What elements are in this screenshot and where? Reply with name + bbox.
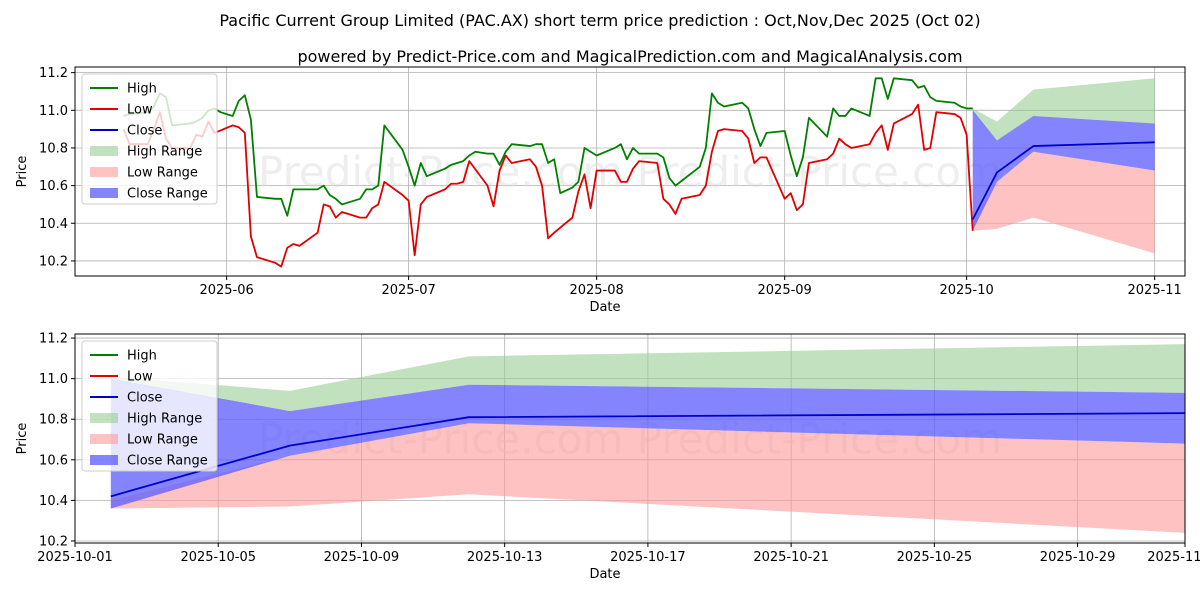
y-tick-label: 11.2 [39, 66, 68, 81]
high-range-band [110, 344, 1185, 412]
y-tick-label: 11.2 [39, 332, 68, 347]
legend-swatch-low-range [90, 167, 118, 177]
y-tick-label: 10.4 [39, 494, 68, 509]
legend-label-low-range: Low Range [127, 433, 198, 448]
x-tick-label: 2025-10-13 [467, 550, 543, 565]
plot-frame [74, 66, 1186, 277]
legend-label-low: Low [127, 370, 153, 385]
y-tick-label: 10.2 [39, 534, 68, 549]
x-tick-label: 2025-06 [199, 283, 253, 298]
low-range-band [110, 423, 1185, 533]
legend-swatch-low-range [90, 434, 118, 444]
close-range-band [110, 378, 1185, 509]
y-axis-label: Price [15, 423, 30, 455]
chart-title: Pacific Current Group Limited (PAC.AX) s… [219, 11, 980, 30]
x-tick-label: 2025-10-29 [1040, 550, 1116, 565]
legend-label-high: High [127, 82, 157, 97]
x-tick-label: 2025-11 [1128, 283, 1182, 298]
legend-label-low-range: Low Range [127, 166, 198, 181]
x-axis-label: Date [589, 300, 620, 315]
x-tick-label: 2025-10-21 [753, 550, 829, 565]
y-tick-label: 10.6 [39, 179, 68, 194]
low-series-line [122, 103, 974, 268]
legend-label-close: Close [127, 391, 162, 406]
y-tick-label: 10.8 [39, 141, 68, 156]
close-range-band [972, 110, 1155, 231]
x-tick-label: 2025-11-01 [1147, 550, 1200, 565]
plot-frame [74, 333, 1186, 544]
legend-label-high-range: High Range [127, 412, 202, 427]
y-tick-label: 10.8 [39, 413, 68, 428]
legend-swatch-close-range [90, 188, 118, 198]
y-tick-label: 10.2 [39, 254, 68, 269]
x-tick-label: 2025-09 [758, 283, 812, 298]
y-tick-label: 11.0 [39, 372, 68, 387]
x-tick-label: 2025-10-01 [37, 550, 113, 565]
chart-subtitle: powered by Predict-Price.com and Magical… [297, 47, 962, 66]
legend-label-close: Close [127, 124, 162, 139]
x-tick-label: 2025-10-25 [897, 550, 973, 565]
y-tick-label: 10.4 [39, 217, 68, 232]
x-tick-label: 2025-07 [381, 283, 435, 298]
y-tick-label: 10.6 [39, 453, 68, 468]
high-range-band [972, 78, 1155, 141]
x-axis-label: Date [589, 567, 620, 582]
legend-label-high: High [127, 349, 157, 364]
legend-swatch-high-range [90, 146, 118, 156]
high-series-line [123, 77, 973, 217]
plot-content [122, 77, 1155, 268]
legend-swatch-high-range [90, 413, 118, 423]
legend-label-close-range: Close Range [127, 454, 208, 469]
plot-content [110, 344, 1185, 533]
x-tick-label: 2025-10-05 [180, 550, 256, 565]
legend-swatch-close-range [90, 455, 118, 465]
y-axis-label: Price [15, 156, 30, 188]
close-series-line [971, 141, 1155, 220]
x-tick-label: 2025-10-17 [610, 550, 686, 565]
x-tick-label: 2025-10 [939, 283, 993, 298]
y-tick-label: 11.0 [39, 104, 68, 119]
low-range-band [972, 151, 1155, 254]
x-tick-label: 2025-08 [569, 283, 623, 298]
legend-label-close-range: Close Range [127, 187, 208, 202]
forecast-panel: Predict-Price.com Predict-Price.com2025-… [15, 332, 1200, 582]
x-tick-label: 2025-10-09 [324, 550, 400, 565]
legend-label-low: Low [127, 103, 153, 118]
history-panel: Predict-Price.com Predict-Price.com2025-… [15, 66, 1186, 315]
legend-label-high-range: High Range [127, 145, 202, 160]
